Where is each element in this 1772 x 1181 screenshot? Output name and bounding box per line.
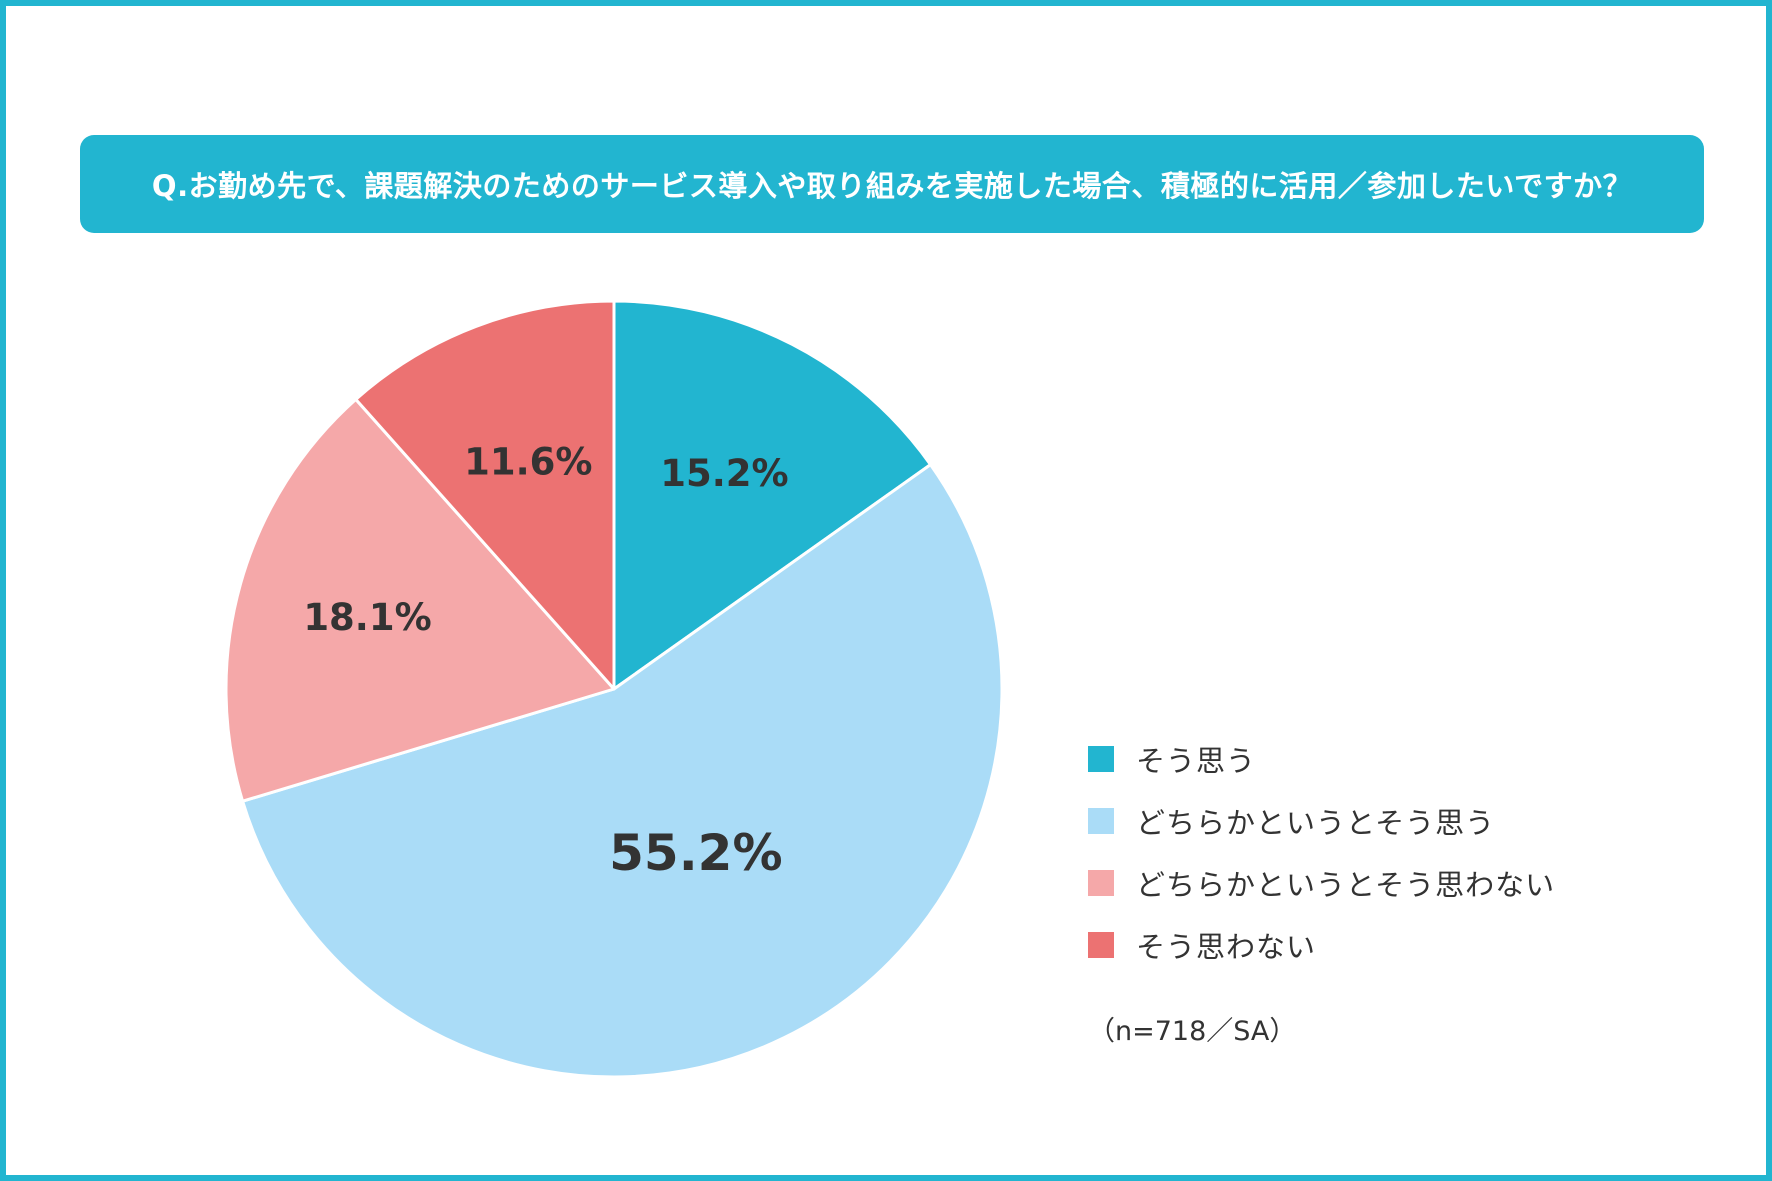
value-label-sou-omowanai: 11.6% <box>464 441 592 484</box>
sample-size-note: （n=718／SA） <box>1088 1016 1297 1047</box>
value-label-dochiraka-sou-omou: 55.2% <box>609 824 782 882</box>
pie-slice-sou-omowanai <box>354 299 616 691</box>
legend-swatch <box>1088 808 1114 834</box>
legend-swatch <box>1088 746 1114 772</box>
question-title-bar: Q.お勤め先で、課題解決のためのサービス導入や取り組みを実施した場合、積極的に活… <box>80 135 1704 233</box>
pie-chart: 15.2% 55.2% 18.1% 11.6% <box>224 299 1004 1079</box>
value-label-sou-omou: 15.2% <box>660 452 788 495</box>
pie-slice-sou-omou <box>612 299 933 691</box>
legend-label: どちらかというとそう思う <box>1136 806 1496 840</box>
legend-item-sou-omowanai: そう思わない <box>1088 914 1555 976</box>
pie-slice-dochiraka-sou-omowanai <box>224 397 616 803</box>
legend-swatch <box>1088 932 1114 958</box>
pie-value-labels: 15.2% 55.2% 18.1% 11.6% <box>303 441 788 882</box>
legend: そう思う どちらかというとそう思う どちらかというとそう思わない そう思わない <box>1088 728 1555 976</box>
legend-label: どちらかというとそう思わない <box>1136 868 1556 902</box>
legend-label: そう思う <box>1136 744 1257 778</box>
pie-slice-dochiraka-sou-omou <box>241 463 1004 1079</box>
legend-swatch <box>1088 870 1114 896</box>
legend-item-dochiraka-sou-omou: どちらかというとそう思う <box>1088 790 1555 852</box>
question-title: Q.お勤め先で、課題解決のためのサービス導入や取り組みを実施した場合、積極的に活… <box>151 169 1633 203</box>
legend-label: そう思わない <box>1136 930 1317 964</box>
legend-item-dochiraka-sou-omowanai: どちらかというとそう思わない <box>1088 852 1555 914</box>
pie-slices <box>224 299 1004 1079</box>
legend-item-sou-omou: そう思う <box>1088 728 1555 790</box>
value-label-dochiraka-sou-omowanai: 18.1% <box>303 596 431 639</box>
